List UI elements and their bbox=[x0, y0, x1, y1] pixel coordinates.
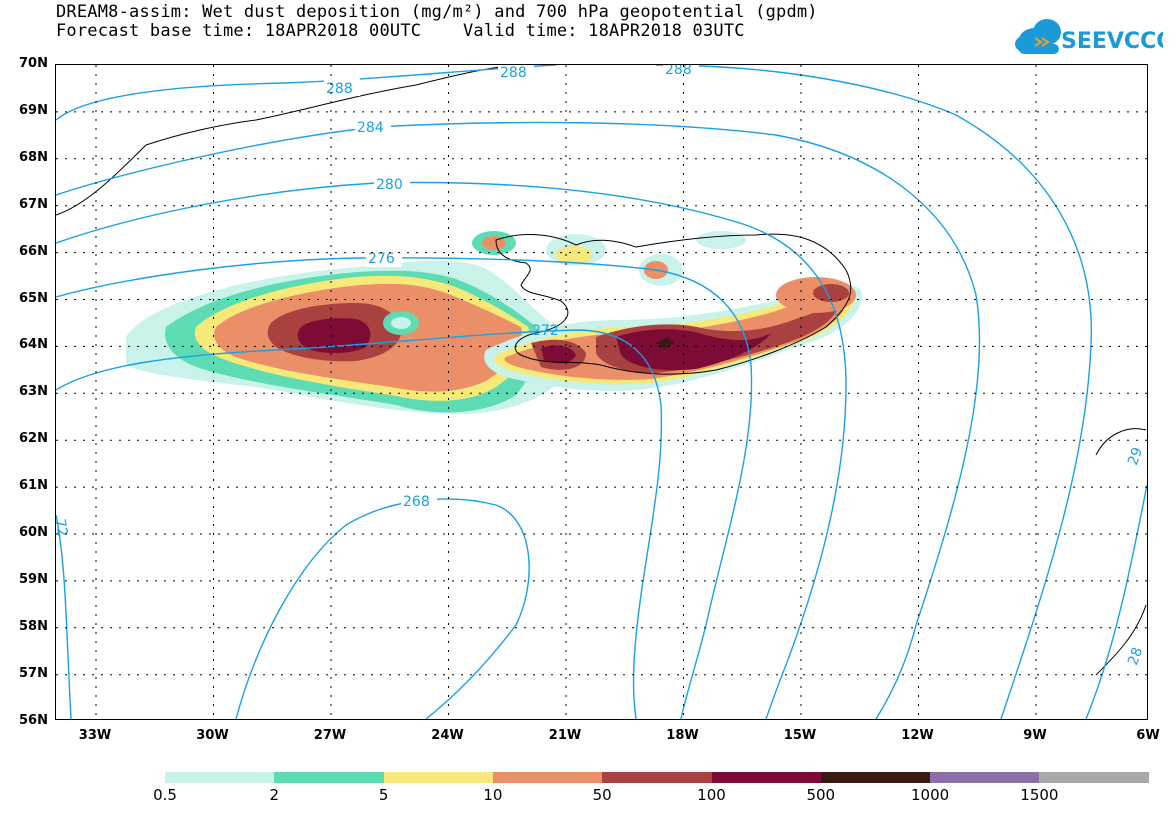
contour-280 bbox=[56, 181, 847, 719]
contour-272-west bbox=[56, 514, 72, 719]
colorbar-label: 100 bbox=[697, 786, 726, 804]
longitude-label: 21W bbox=[548, 728, 582, 743]
contour-276 bbox=[56, 257, 753, 719]
dust-level-100-east bbox=[541, 329, 771, 371]
latitude-label: 68N bbox=[19, 149, 48, 165]
colorbar-swatch bbox=[930, 772, 1040, 783]
colorbar-swatch bbox=[820, 772, 931, 783]
colorbar-label: 50 bbox=[592, 786, 612, 804]
map-title: DREAM8-assim: Wet dust deposition (mg/m²… bbox=[56, 2, 818, 22]
latitude-label: 67N bbox=[19, 196, 48, 212]
latitude-label: 56N bbox=[19, 712, 48, 728]
contour-label: 280 bbox=[376, 177, 403, 193]
colorbar-label: 1000 bbox=[911, 786, 950, 804]
cloud-icon bbox=[1015, 19, 1061, 54]
latitude-label: 57N bbox=[19, 665, 48, 681]
geopotential-contours bbox=[56, 65, 1147, 719]
longitude-label: 27W bbox=[313, 728, 347, 743]
contour-288-east bbox=[655, 65, 1093, 719]
latitude-label: 60N bbox=[19, 525, 48, 540]
colorbar-label: 5 bbox=[378, 786, 389, 804]
contour-label: 268 bbox=[403, 494, 430, 510]
map-panel: 288 288 288 284 280 276 272 268 72 29 28 bbox=[55, 64, 1148, 720]
colorbar-label: 500 bbox=[806, 786, 836, 804]
map-subtitle-times: Forecast base time: 18APR2018 00UTC Vali… bbox=[56, 21, 745, 41]
contour-284 bbox=[56, 121, 981, 719]
longitude-label: 24W bbox=[431, 728, 464, 743]
longitude-label: 15W bbox=[783, 728, 817, 743]
latitude-label: 62N bbox=[19, 431, 48, 447]
contour-label: 288 bbox=[665, 65, 692, 78]
contour-label: 29 bbox=[1125, 445, 1146, 467]
colorbar-swatch bbox=[711, 772, 822, 783]
contour-288 bbox=[56, 65, 557, 121]
longitude-label: 12W bbox=[901, 728, 934, 743]
greenland-coast bbox=[56, 65, 517, 216]
latitude-label: 64N bbox=[19, 337, 48, 353]
latitude-label: 59N bbox=[19, 571, 48, 587]
colorbar-label: 2 bbox=[269, 786, 280, 804]
colorbar-swatch bbox=[383, 772, 494, 783]
latitude-label: 70N bbox=[19, 56, 48, 71]
colorbar-swatch bbox=[492, 772, 603, 783]
longitude-label: 18W bbox=[666, 728, 699, 743]
map-canvas: 288 288 288 284 280 276 272 268 72 29 28 bbox=[56, 65, 1147, 719]
colorbar-label: 0.5 bbox=[153, 786, 177, 804]
contour-label: 276 bbox=[368, 251, 395, 267]
colorbar-swatch bbox=[274, 772, 385, 783]
logo-text: SEEVCCC bbox=[1061, 29, 1163, 54]
colorbar-label: 10 bbox=[483, 786, 503, 804]
contour-272 bbox=[56, 329, 663, 719]
contour-label: 284 bbox=[357, 120, 384, 136]
longitude-label: 30W bbox=[196, 728, 229, 743]
latitude-label: 58N bbox=[19, 618, 48, 634]
longitude-label: 33W bbox=[78, 728, 112, 743]
seevccc-logo: SEEVCCC bbox=[1015, 19, 1163, 54]
contour-268 bbox=[235, 498, 530, 719]
colorbar-swatch bbox=[165, 772, 275, 783]
colorbar-label: 1500 bbox=[1020, 786, 1059, 804]
scotland-coast bbox=[1095, 428, 1147, 676]
latitude-label: 69N bbox=[19, 102, 48, 118]
contour-label: 272 bbox=[532, 323, 559, 339]
latitude-label: 66N bbox=[19, 243, 48, 259]
graticule bbox=[56, 65, 1147, 719]
coastline bbox=[56, 65, 1147, 676]
contour-label: 28 bbox=[1125, 645, 1146, 667]
contour-labels: 288 288 288 284 280 276 272 268 72 29 28 bbox=[56, 65, 1146, 667]
longitude-label: 9W bbox=[1023, 728, 1047, 743]
contour-label: 288 bbox=[326, 81, 353, 97]
longitude-label: 6W bbox=[1136, 728, 1160, 743]
latitude-label: 63N bbox=[19, 384, 48, 400]
iceland-coast bbox=[495, 233, 852, 375]
colorbar-swatch bbox=[1039, 772, 1150, 783]
contour-label: 288 bbox=[500, 65, 527, 81]
contour-east-1 bbox=[1085, 484, 1147, 719]
latitude-label: 61N bbox=[19, 478, 48, 494]
contour-label: 72 bbox=[56, 518, 70, 538]
colorbar-swatch bbox=[602, 772, 712, 783]
latitude-label: 65N bbox=[19, 290, 48, 306]
